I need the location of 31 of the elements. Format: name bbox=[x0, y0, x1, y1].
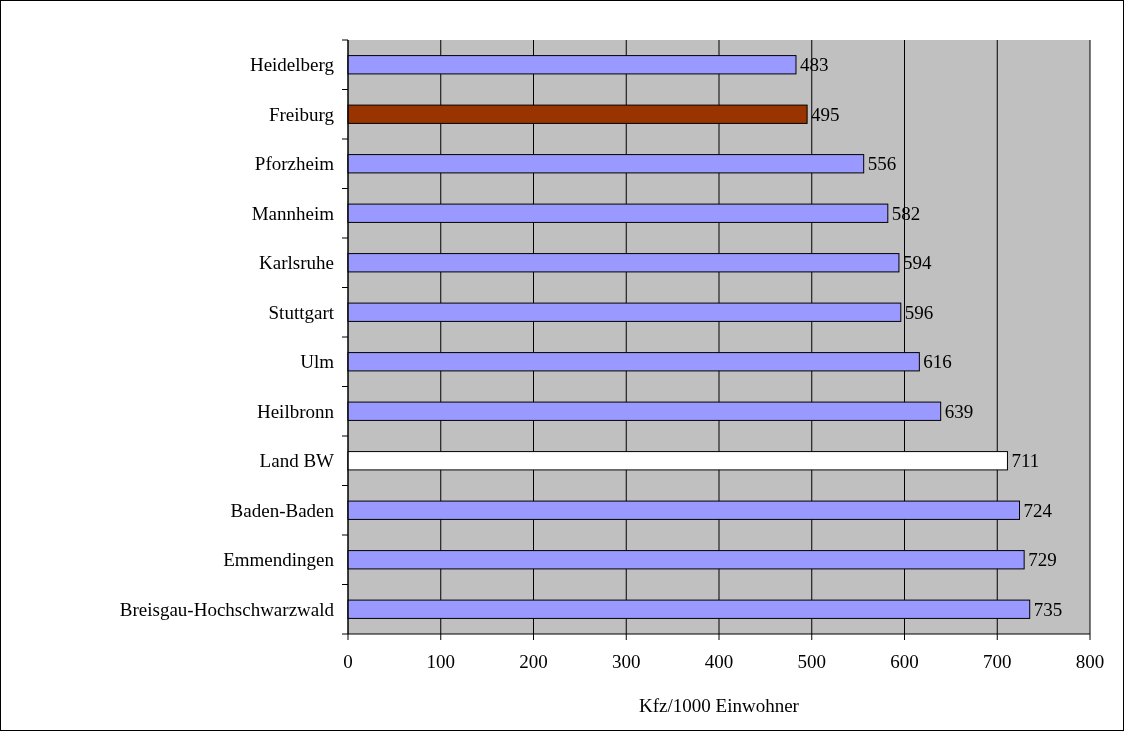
x-axis-title: Kfz/1000 Einwohner bbox=[639, 695, 800, 716]
data-label: 616 bbox=[923, 351, 952, 373]
y-tick-label: Pforzheim bbox=[254, 153, 335, 175]
data-label: 639 bbox=[944, 400, 974, 422]
y-tick-label: Mannheim bbox=[251, 202, 335, 224]
x-tick-label: 300 bbox=[612, 651, 641, 672]
x-tick-label: 400 bbox=[704, 651, 734, 672]
data-label: 596 bbox=[904, 301, 934, 323]
data-label: 724 bbox=[1023, 499, 1053, 521]
x-tick-label: 0 bbox=[343, 651, 353, 672]
x-tick-label: 800 bbox=[1075, 651, 1105, 672]
y-tick-label: Karlsruhe bbox=[259, 252, 334, 274]
y-tick-label: Stuttgart bbox=[268, 301, 335, 323]
y-tick-label: Breisgau-Hochschwarzwald bbox=[119, 598, 335, 620]
y-tick-label: Baden-Baden bbox=[230, 499, 335, 521]
x-tick-label: 500 bbox=[797, 651, 826, 672]
data-label: 556 bbox=[867, 153, 897, 175]
x-tick-label: 200 bbox=[519, 651, 548, 672]
data-label: 735 bbox=[1033, 598, 1063, 620]
x-tick-label: 600 bbox=[890, 651, 919, 672]
y-tick-label: Ulm bbox=[300, 351, 335, 373]
data-label: 729 bbox=[1028, 549, 1057, 571]
data-label: 711 bbox=[1011, 450, 1040, 472]
y-tick-label: Freiburg bbox=[268, 103, 335, 125]
y-tick-label: Heidelberg bbox=[249, 54, 335, 76]
x-tick-label: 700 bbox=[983, 651, 1012, 672]
y-tick-label: Land BW bbox=[259, 450, 335, 472]
y-tick-label: Heilbronn bbox=[256, 400, 335, 422]
y-tick-label: Emmendingen bbox=[223, 549, 335, 571]
x-tick-label: 100 bbox=[426, 651, 455, 672]
data-label: 594 bbox=[902, 252, 932, 274]
